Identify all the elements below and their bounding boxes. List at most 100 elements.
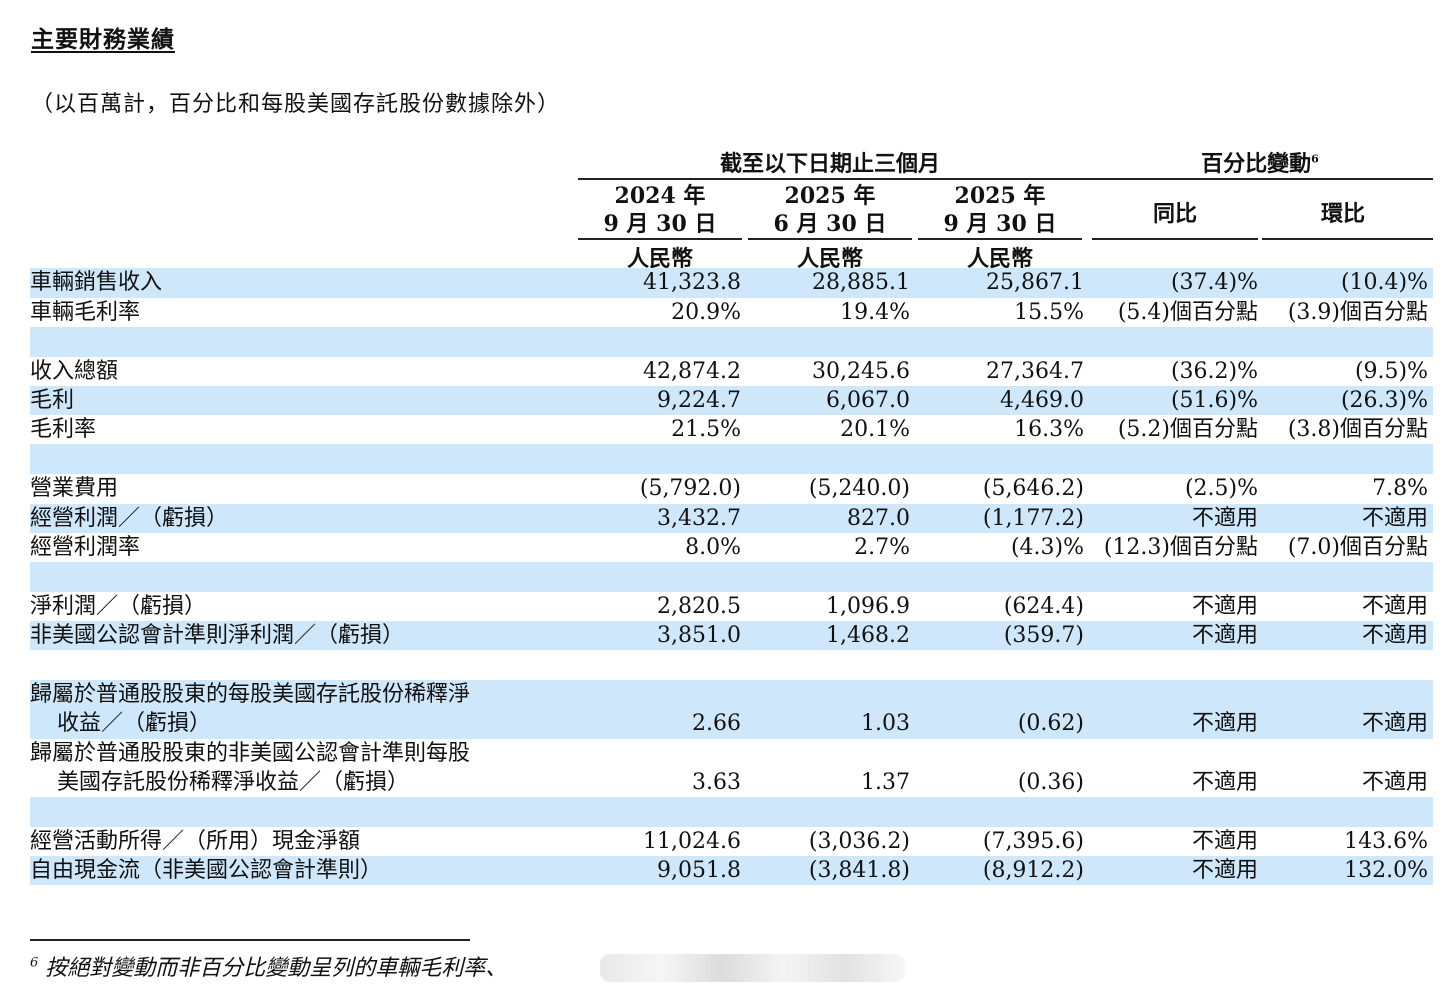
value-2025q2: (3,841.8) — [808, 858, 910, 883]
units-note: （以百萬計，百分比和每股美國存託股份數據除外） — [31, 92, 561, 117]
row-label: 車輛銷售收入 — [30, 270, 163, 295]
currency-label: 人民幣 — [796, 246, 863, 272]
value-2025q3: (1,177.2) — [982, 506, 1084, 531]
col-header-2024q3: 2024 年 9 月 30 日 — [580, 182, 740, 238]
value-qoq: (3.8)個百分點 — [1287, 417, 1428, 442]
value-qoq: (7.0)個百分點 — [1287, 535, 1428, 560]
value-2025q3: (0.62) — [1017, 711, 1084, 736]
value-qoq: 132.0% — [1344, 858, 1428, 883]
value-2025q2: (3,036.2) — [808, 829, 910, 854]
value-2024q3: 2,820.5 — [657, 594, 741, 619]
value-yoy: 不適用 — [1191, 711, 1258, 736]
footnote-rule — [30, 939, 470, 941]
footnote-ref: 6 — [1311, 152, 1319, 166]
value-2025q2: 19.4% — [840, 300, 910, 325]
value-2024q3: (5,792.0) — [639, 476, 741, 501]
row-label: 歸屬於普通股股東的非美國公認會計準則每股 — [30, 741, 471, 766]
value-2025q3: 25,867.1 — [986, 270, 1084, 295]
value-2024q3: 42,874.2 — [643, 359, 741, 384]
value-2025q3: 27,364.7 — [986, 359, 1084, 384]
value-qoq: 不適用 — [1361, 594, 1428, 619]
value-2025q3: (7,395.6) — [982, 829, 1084, 854]
value-2025q2: 1,096.9 — [826, 594, 910, 619]
table-row-diluted-eps: 歸屬於普通股股東的每股美國存託股份稀釋淨 收益／（虧損） 2.66 1.03 (… — [30, 680, 1433, 739]
col-year: 2024 年 — [614, 183, 706, 209]
col-rule-1 — [578, 238, 742, 240]
value-yoy: (12.3)個百分點 — [1103, 535, 1258, 560]
change-group-label: 百分比變動 — [1201, 151, 1312, 177]
value-2025q2: (5,240.0) — [808, 476, 910, 501]
change-group-header: 百分比變動6 — [1100, 146, 1420, 178]
spacer-band — [30, 797, 1433, 827]
row-label: 毛利 — [30, 388, 75, 413]
value-2024q3: 3,432.7 — [657, 506, 741, 531]
value-2025q2: 827.0 — [847, 506, 910, 531]
table-row-operating-income: 經營利潤／（虧損） 3,432.7 827.0 (1,177.2) 不適用 不適… — [30, 504, 1433, 533]
col-year: 2025 年 — [954, 183, 1046, 209]
col-header-qoq: 環比 — [1320, 201, 1365, 227]
row-label: 收入總額 — [30, 359, 119, 384]
footnote-marker: 6 — [30, 955, 39, 971]
value-yoy: (37.4)% — [1170, 270, 1258, 295]
row-label-cont: 收益／（虧損） — [57, 711, 212, 736]
value-2025q3: (0.36) — [1017, 770, 1084, 795]
row-label-cont: 美國存託股份稀釋淨收益／（虧損） — [57, 770, 410, 795]
value-2024q3: 20.9% — [671, 300, 741, 325]
row-label: 營業費用 — [30, 476, 119, 501]
col-header-2025q2: 2025 年 6 月 30 日 — [750, 182, 910, 238]
value-2025q2: 28,885.1 — [812, 270, 910, 295]
section-title: 主要財務業績 — [31, 26, 175, 53]
table-row-free-cash-flow: 自由現金流（非美國公認會計準則） 9,051.8 (3,841.8) (8,91… — [30, 856, 1433, 885]
spacer-band — [30, 562, 1433, 592]
value-2024q3: 3.63 — [692, 770, 741, 795]
value-qoq: (3.9)個百分點 — [1287, 300, 1428, 325]
value-2024q3: 9,224.7 — [657, 388, 741, 413]
row-label: 經營活動所得／（所用）現金淨額 — [30, 829, 361, 854]
value-yoy: (5.4)個百分點 — [1117, 300, 1258, 325]
footnote: 6 按絕對變動而非百分比變動呈列的車輛毛利率、 — [30, 950, 507, 982]
value-2024q3: 11,024.6 — [643, 829, 741, 854]
value-2024q3: 2.66 — [692, 711, 741, 736]
value-qoq: 不適用 — [1361, 506, 1428, 531]
col-rule-2 — [748, 238, 912, 240]
col-rule-5 — [1262, 238, 1433, 240]
value-2024q3: 41,323.8 — [643, 270, 741, 295]
table-row-gross-profit: 毛利 9,224.7 6,067.0 4,469.0 (51.6)% (26.3… — [30, 386, 1433, 415]
col-year: 2025 年 — [784, 183, 876, 209]
value-2024q3: 21.5% — [671, 417, 741, 442]
table-row-total-revenue: 收入總額 42,874.2 30,245.6 27,364.7 (36.2)% … — [30, 357, 1433, 386]
col-header-yoy: 同比 — [1152, 201, 1197, 227]
value-yoy: 不適用 — [1191, 594, 1258, 619]
currency-label: 人民幣 — [966, 246, 1033, 272]
value-yoy: 不適用 — [1191, 506, 1258, 531]
row-label: 淨利潤／（虧損） — [30, 594, 207, 619]
value-qoq: (26.3)% — [1340, 388, 1428, 413]
col-header-2025q3: 2025 年 9 月 30 日 — [920, 182, 1080, 238]
value-2025q2: 20.1% — [840, 417, 910, 442]
value-yoy: 不適用 — [1191, 623, 1258, 648]
value-2025q3: (8,912.2) — [982, 858, 1084, 883]
table-row-gross-margin: 毛利率 21.5% 20.1% 16.3% (5.2)個百分點 (3.8)個百分… — [30, 415, 1433, 444]
table-row-operating-margin: 經營利潤率 8.0% 2.7% (4.3)% (12.3)個百分點 (7.0)個… — [30, 533, 1433, 562]
value-2025q3: (5,646.2) — [982, 476, 1084, 501]
value-qoq: (10.4)% — [1340, 270, 1428, 295]
value-2025q2: 1.03 — [861, 711, 910, 736]
value-yoy: (5.2)個百分點 — [1117, 417, 1258, 442]
value-yoy: (51.6)% — [1170, 388, 1258, 413]
row-label: 非美國公認會計準則淨利潤／（虧損） — [30, 623, 405, 648]
value-qoq: 不適用 — [1361, 770, 1428, 795]
value-2025q2: 6,067.0 — [826, 388, 910, 413]
row-label: 歸屬於普通股股東的每股美國存託股份稀釋淨 — [30, 682, 471, 707]
spacer-band — [30, 444, 1433, 474]
value-yoy: (2.5)% — [1184, 476, 1258, 501]
value-qoq: (9.5)% — [1354, 359, 1428, 384]
spacer-band — [30, 327, 1433, 357]
value-2024q3: 3,851.0 — [657, 623, 741, 648]
row-label: 車輛毛利率 — [30, 300, 141, 325]
header-rule-top — [578, 178, 1433, 180]
value-2025q3: 16.3% — [1014, 417, 1084, 442]
value-2024q3: 9,051.8 — [657, 858, 741, 883]
period-group-header: 截至以下日期止三個月 — [719, 151, 940, 177]
currency-label: 人民幣 — [626, 246, 693, 272]
table-row-vehicle-sales: 車輛銷售收入 41,323.8 28,885.1 25,867.1 (37.4)… — [30, 268, 1433, 298]
